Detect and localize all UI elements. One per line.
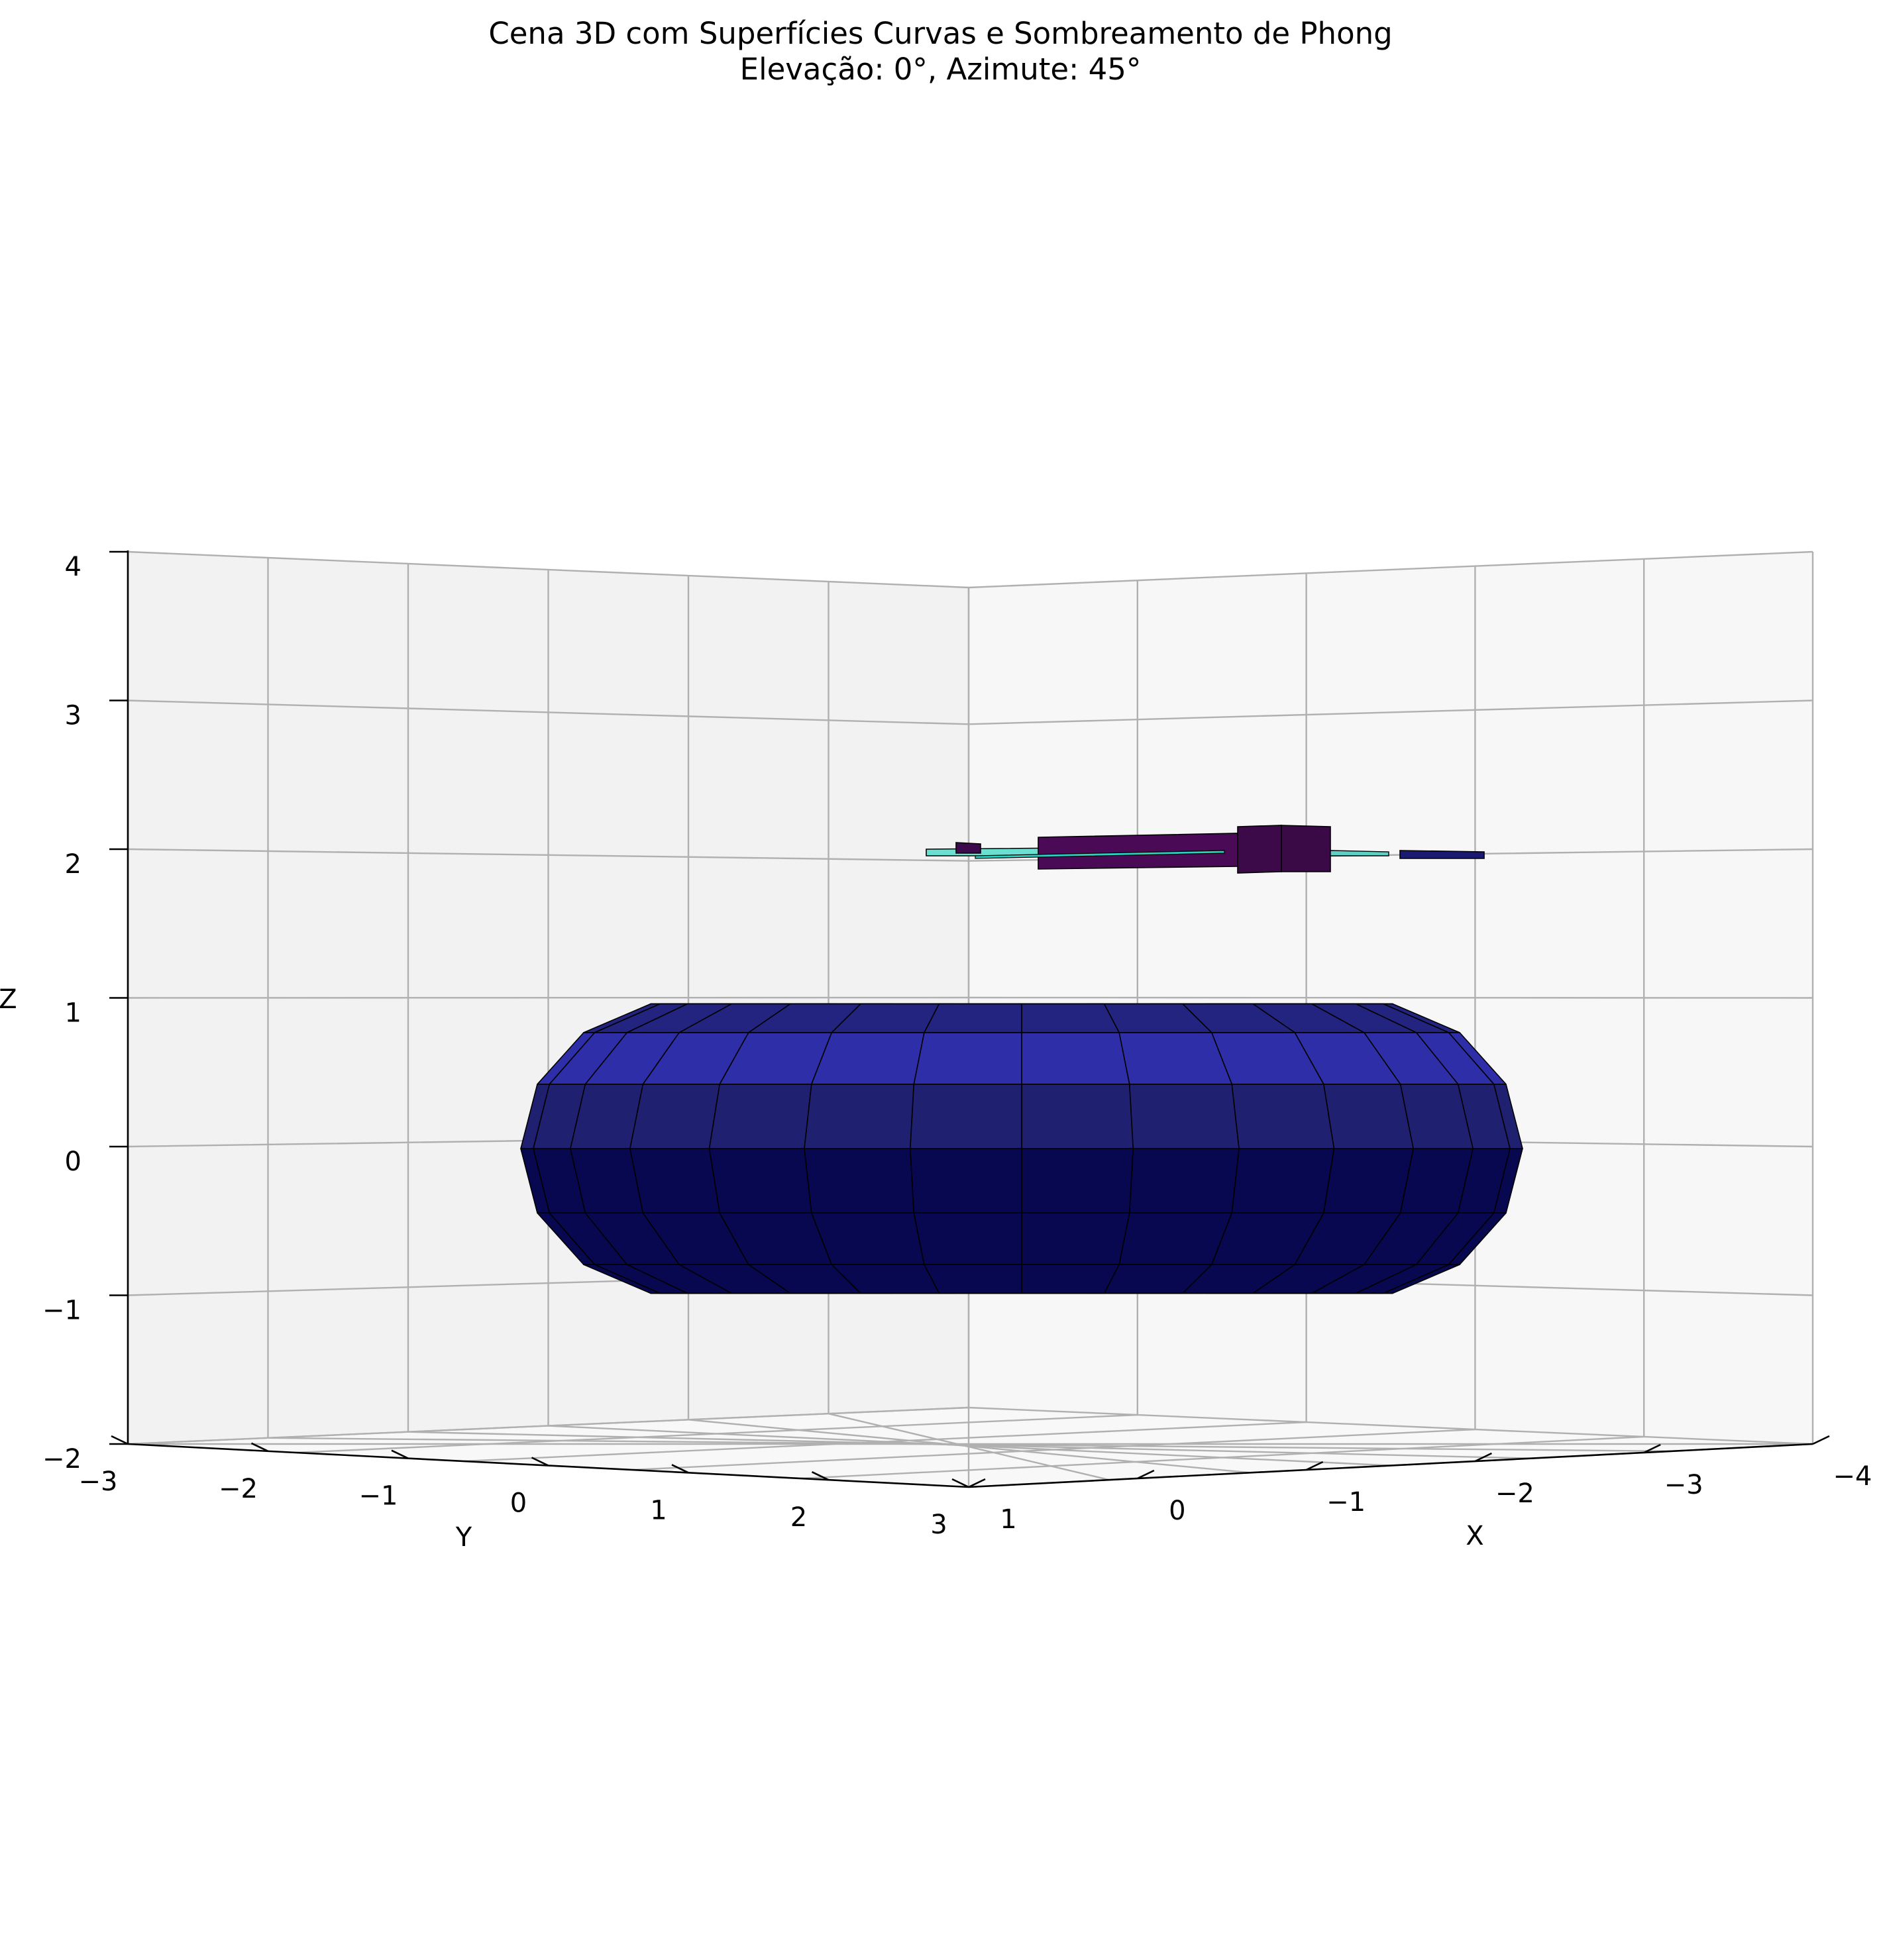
y-tick-label: 1 bbox=[650, 1495, 667, 1525]
thin-bar-left bbox=[955, 842, 981, 854]
torus-face bbox=[1118, 1212, 1232, 1265]
x-tick-label: −2 bbox=[1495, 1478, 1534, 1509]
x-tick-label: 0 bbox=[1169, 1496, 1185, 1526]
z-tick-label: 2 bbox=[65, 849, 81, 880]
y-tick bbox=[811, 1470, 830, 1481]
torus-face bbox=[1021, 1084, 1134, 1149]
x-axis-label: X bbox=[1466, 1521, 1483, 1551]
flat-blue-bar bbox=[1399, 850, 1485, 859]
torus-face bbox=[1231, 1148, 1335, 1213]
torus-face bbox=[811, 1032, 925, 1085]
y-tick bbox=[391, 1449, 409, 1459]
y-tick-label: −3 bbox=[79, 1467, 118, 1497]
x-tick bbox=[1137, 1469, 1155, 1480]
y-tick-label: −1 bbox=[359, 1481, 398, 1512]
y-tick-label: 3 bbox=[930, 1510, 947, 1540]
torus-face bbox=[1128, 1084, 1240, 1149]
grid-line-x-floor bbox=[800, 1435, 1644, 1480]
cube-right-face bbox=[1281, 825, 1331, 872]
torus-face bbox=[924, 1264, 1022, 1294]
y-tick-label: −2 bbox=[219, 1474, 258, 1504]
y-tick bbox=[111, 1435, 129, 1445]
floating-objects bbox=[926, 825, 1485, 874]
x-tick bbox=[968, 1478, 986, 1488]
x-tick bbox=[1812, 1435, 1830, 1445]
y-tick bbox=[671, 1464, 689, 1474]
grid-line-x-floor bbox=[632, 1428, 1476, 1471]
torus-face bbox=[804, 1084, 915, 1149]
cyan-sliver bbox=[975, 850, 1225, 859]
torus-face bbox=[1128, 1148, 1240, 1213]
cyan-tail bbox=[1330, 850, 1389, 856]
y-tick bbox=[951, 1478, 969, 1488]
torus-face bbox=[804, 1148, 915, 1213]
z-tick-label: 3 bbox=[65, 701, 81, 731]
x-tick-label: −1 bbox=[1326, 1487, 1366, 1518]
grid-line-x-floor bbox=[127, 1406, 969, 1445]
x-tick-label: −4 bbox=[1833, 1461, 1872, 1492]
y-tick bbox=[531, 1457, 549, 1467]
torus-face bbox=[910, 1084, 1022, 1149]
grid-line-x-floor bbox=[464, 1421, 1307, 1463]
torus-face bbox=[1021, 1264, 1120, 1294]
x-tick-label: −3 bbox=[1664, 1470, 1703, 1500]
torus-face bbox=[910, 1148, 1022, 1213]
x-tick bbox=[1643, 1443, 1661, 1454]
torus-face bbox=[708, 1148, 812, 1213]
torus-face bbox=[1021, 1212, 1130, 1265]
torus-face bbox=[629, 1084, 720, 1149]
z-tick-label: 1 bbox=[65, 998, 81, 1029]
torus-face bbox=[1021, 1148, 1134, 1213]
chart-subtitle: Elevação: 0°, Azimute: 45° bbox=[739, 52, 1142, 87]
y-axis-label: Y bbox=[455, 1522, 472, 1553]
chart-title-block: Cena 3D com Superfícies Curvas e Sombrea… bbox=[0, 16, 1881, 87]
torus-face bbox=[913, 1212, 1022, 1265]
x-tick bbox=[1474, 1452, 1492, 1463]
grid-line-x-floor bbox=[296, 1414, 1138, 1454]
x-tick bbox=[1306, 1461, 1324, 1471]
torus-face bbox=[913, 1032, 1022, 1085]
z-tick-label: −2 bbox=[42, 1444, 81, 1474]
torus-face bbox=[1323, 1148, 1414, 1213]
z-tick-label: −1 bbox=[42, 1296, 81, 1326]
torus-face bbox=[1231, 1084, 1335, 1149]
x-tick-label: 1 bbox=[1000, 1504, 1016, 1535]
y-tick bbox=[250, 1442, 269, 1453]
cube-left-face bbox=[1237, 825, 1282, 874]
torus-face bbox=[811, 1212, 925, 1265]
y-tick-label: 2 bbox=[790, 1502, 807, 1533]
torus-face bbox=[1021, 1003, 1120, 1033]
torus-face bbox=[1118, 1032, 1232, 1085]
torus-face bbox=[708, 1084, 812, 1149]
chart-title: Cena 3D com Superfícies Curvas e Sombrea… bbox=[488, 16, 1393, 51]
axes bbox=[109, 550, 1830, 1488]
torus-face bbox=[924, 1003, 1022, 1033]
y-tick-label: 0 bbox=[510, 1488, 527, 1519]
x-axis-line bbox=[968, 1443, 1813, 1488]
torus-face bbox=[1323, 1084, 1414, 1149]
torus-face bbox=[1021, 1032, 1130, 1085]
z-tick-label: 0 bbox=[65, 1147, 81, 1177]
z-axis-label: Z bbox=[0, 984, 17, 1015]
z-tick-label: 4 bbox=[65, 552, 81, 582]
torus-surface bbox=[520, 1003, 1523, 1294]
torus-face bbox=[629, 1148, 720, 1213]
